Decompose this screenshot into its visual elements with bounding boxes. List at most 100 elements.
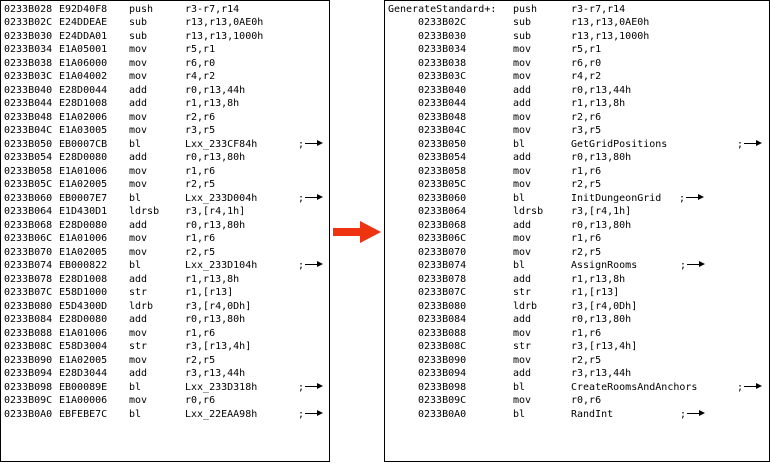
instruction-row[interactable]: 0233B07C E58D1000 str r1,[r13] bbox=[1, 286, 329, 300]
xref-marker[interactable]: ; bbox=[298, 381, 324, 395]
instruction-row[interactable]: 0233B060 EB0007E7 bl Lxx_233D004h; bbox=[1, 192, 329, 206]
instruction-row[interactable]: 0233B098 EB00089E bl Lxx_233D318h; bbox=[1, 381, 329, 395]
instruction-row[interactable]: 0233B090 E1A02005 mov r2,r5 bbox=[1, 354, 329, 368]
instruction-row[interactable]: 0233B044 add r1,r13,8h bbox=[385, 97, 769, 111]
instruction-opcode-hex: E28D0080 bbox=[59, 152, 108, 163]
instruction-row[interactable]: 0233B0A0 bl RandInt; bbox=[385, 408, 769, 422]
xref-marker[interactable]: ; bbox=[298, 408, 324, 422]
instruction-row[interactable]: 0233B09C mov r0,r6 bbox=[385, 394, 769, 408]
transform-arrow-icon bbox=[333, 221, 381, 243]
instruction-operands: r13,r13,0AE0h bbox=[571, 17, 650, 28]
instruction-row[interactable]: 0233B040 add r0,r13,44h bbox=[385, 84, 769, 98]
instruction-address: 0233B098 bbox=[4, 381, 53, 393]
instruction-row[interactable]: 0233B084 add r0,r13,80h bbox=[385, 313, 769, 327]
instruction-operands: r4,r2 bbox=[185, 71, 216, 82]
instruction-row[interactable]: 0233B058 E1A01006 mov r1,r6 bbox=[1, 165, 329, 179]
xref-marker[interactable]: ; bbox=[680, 259, 706, 273]
xref-marker[interactable]: ; bbox=[298, 138, 324, 152]
instruction-row[interactable]: 0233B07C str r1,[r13] bbox=[385, 286, 769, 300]
instruction-row[interactable]: 0233B068 add r0,r13,80h bbox=[385, 219, 769, 233]
instruction-row[interactable]: 0233B064 ldrsb r3,[r4,1h] bbox=[385, 205, 769, 219]
instruction-row[interactable]: 0233B058 mov r1,r6 bbox=[385, 165, 769, 179]
instruction-mnemonic: add bbox=[129, 314, 148, 325]
instruction-operands: r1,r6 bbox=[571, 233, 602, 244]
instruction-mnemonic: mov bbox=[129, 125, 148, 136]
instruction-row[interactable]: 0233B054 E28D0080 add r0,r13,80h bbox=[1, 151, 329, 165]
instruction-opcode-hex: E1A03005 bbox=[59, 125, 108, 136]
instruction-operands: r0,r6 bbox=[185, 395, 216, 406]
instruction-row[interactable]: 0233B0A0 EBFEBE7C bl Lxx_22EAA98h; bbox=[1, 408, 329, 422]
instruction-row[interactable]: 0233B064 E1D430D1 ldrsb r3,[r4,1h] bbox=[1, 205, 329, 219]
instruction-row[interactable]: 0233B04C mov r3,r5 bbox=[385, 124, 769, 138]
xref-marker[interactable]: ; bbox=[737, 381, 763, 395]
instruction-row[interactable]: 0233B040 E28D0044 add r0,r13,44h bbox=[1, 84, 329, 98]
instruction-row[interactable]: 0233B05C E1A02005 mov r2,r5 bbox=[1, 178, 329, 192]
xref-marker[interactable]: ; bbox=[679, 192, 705, 206]
instruction-row[interactable]: 0233B074 EB000822 bl Lxx_233D104h; bbox=[1, 259, 329, 273]
instruction-address: 0233B05C bbox=[4, 179, 53, 190]
instruction-address: 0233B034 bbox=[418, 44, 467, 55]
instruction-address: 0233B070 bbox=[418, 246, 467, 258]
instruction-row[interactable]: 0233B06C E1A01006 mov r1,r6 bbox=[1, 232, 329, 246]
instruction-mnemonic: mov bbox=[129, 57, 148, 69]
instruction-row[interactable]: 0233B08C E58D3004 str r3,[r13,4h] bbox=[1, 340, 329, 354]
instruction-row[interactable]: 0233B070 E1A02005 mov r2,r5 bbox=[1, 246, 329, 260]
instruction-address: 0233B060 bbox=[418, 192, 467, 204]
instruction-row[interactable]: 0233B038 mov r6,r0 bbox=[385, 57, 769, 71]
instruction-row[interactable]: 0233B048 E1A02006 mov r2,r6 bbox=[1, 111, 329, 125]
instruction-operands: AssignRooms bbox=[571, 260, 638, 271]
instruction-operands: r0,r13,44h bbox=[185, 84, 246, 96]
instruction-row[interactable]: 0233B050 bl GetGridPositions; bbox=[385, 138, 769, 152]
instruction-row[interactable]: 0233B070 mov r2,r5 bbox=[385, 246, 769, 260]
instruction-row[interactable]: 0233B034 E1A05001 mov r5,r1 bbox=[1, 43, 329, 57]
instruction-row[interactable]: 0233B048 mov r2,r6 bbox=[385, 111, 769, 125]
instruction-row[interactable]: 0233B034 mov r5,r1 bbox=[385, 43, 769, 57]
instruction-row[interactable]: 0233B08C str r3,[r13,4h] bbox=[385, 340, 769, 354]
instruction-row[interactable]: 0233B05C mov r2,r5 bbox=[385, 178, 769, 192]
instruction-row[interactable]: 0233B028 E92D40F8 push r3-r7,r14 bbox=[1, 3, 329, 17]
instruction-row[interactable]: 0233B098 bl CreateRoomsAndAnchors; bbox=[385, 381, 769, 395]
instruction-row[interactable]: 0233B06C mov r1,r6 bbox=[385, 232, 769, 246]
instruction-row[interactable]: 0233B03C E1A04002 mov r4,r2 bbox=[1, 70, 329, 84]
instruction-row[interactable]: 0233B030 sub r13,r13,1000h bbox=[385, 30, 769, 44]
instruction-row[interactable]: 0233B044 E28D1008 add r1,r13,8h bbox=[1, 97, 329, 111]
instruction-row[interactable]: 0233B068 E28D0080 add r0,r13,80h bbox=[1, 219, 329, 233]
instruction-row[interactable]: 0233B088 mov r1,r6 bbox=[385, 327, 769, 341]
instruction-row[interactable]: 0233B050 EB0007CB bl Lxx_233CF84h; bbox=[1, 138, 329, 152]
instruction-row[interactable]: 0233B09C E1A00006 mov r0,r6 bbox=[1, 394, 329, 408]
instruction-mnemonic: bl bbox=[513, 408, 526, 420]
instruction-row[interactable]: 0233B03C mov r4,r2 bbox=[385, 70, 769, 84]
instruction-row[interactable]: 0233B094 E28D3044 add r3,r13,44h bbox=[1, 367, 329, 381]
instruction-row[interactable]: 0233B080 E5D4300D ldrb r3,[r4,0Dh] bbox=[1, 300, 329, 314]
instruction-operands: r3,[r4,0Dh] bbox=[185, 300, 252, 312]
instruction-row[interactable]: 0233B038 E1A06000 mov r6,r0 bbox=[1, 57, 329, 71]
instruction-row[interactable]: GenerateStandard+: push r3-r7,r14 bbox=[385, 3, 769, 17]
instruction-row[interactable]: 0233B074 bl AssignRooms; bbox=[385, 259, 769, 273]
instruction-row[interactable]: 0233B078 E28D1008 add r1,r13,8h bbox=[1, 273, 329, 287]
instruction-row[interactable]: 0233B04C E1A03005 mov r3,r5 bbox=[1, 124, 329, 138]
instruction-operands: GetGridPositions bbox=[571, 138, 668, 150]
xref-marker[interactable]: ; bbox=[680, 408, 706, 422]
instruction-row[interactable]: 0233B084 E28D0080 add r0,r13,80h bbox=[1, 313, 329, 327]
instruction-row[interactable]: 0233B078 add r1,r13,8h bbox=[385, 273, 769, 287]
instruction-opcode-hex: E1A02005 bbox=[59, 179, 108, 190]
instruction-address: 0233B078 bbox=[418, 273, 467, 285]
instruction-row[interactable]: 0233B02C sub r13,r13,0AE0h bbox=[385, 16, 769, 30]
xref-arrow-icon bbox=[687, 409, 706, 418]
instruction-row[interactable]: 0233B088 E1A01006 mov r1,r6 bbox=[1, 327, 329, 341]
instruction-row[interactable]: 0233B094 add r3,r13,44h bbox=[385, 367, 769, 381]
instruction-address: 0233B080 bbox=[4, 300, 53, 312]
instruction-operands: r6,r0 bbox=[185, 57, 216, 69]
instruction-row[interactable]: 0233B054 add r0,r13,80h bbox=[385, 151, 769, 165]
instruction-row[interactable]: 0233B080 ldrb r3,[r4,0Dh] bbox=[385, 300, 769, 314]
xref-marker[interactable]: ; bbox=[298, 259, 324, 273]
instruction-mnemonic: mov bbox=[129, 395, 148, 406]
instruction-opcode-hex: E58D3004 bbox=[59, 341, 108, 352]
instruction-mnemonic: sub bbox=[513, 17, 532, 28]
xref-marker[interactable]: ; bbox=[737, 138, 763, 152]
instruction-row[interactable]: 0233B090 mov r2,r5 bbox=[385, 354, 769, 368]
instruction-row[interactable]: 0233B030 E24DDA01 sub r13,r13,1000h bbox=[1, 30, 329, 44]
xref-marker[interactable]: ; bbox=[298, 192, 324, 206]
instruction-row[interactable]: 0233B060 bl InitDungeonGrid; bbox=[385, 192, 769, 206]
instruction-row[interactable]: 0233B02C E24DDEAE sub r13,r13,0AE0h bbox=[1, 16, 329, 30]
